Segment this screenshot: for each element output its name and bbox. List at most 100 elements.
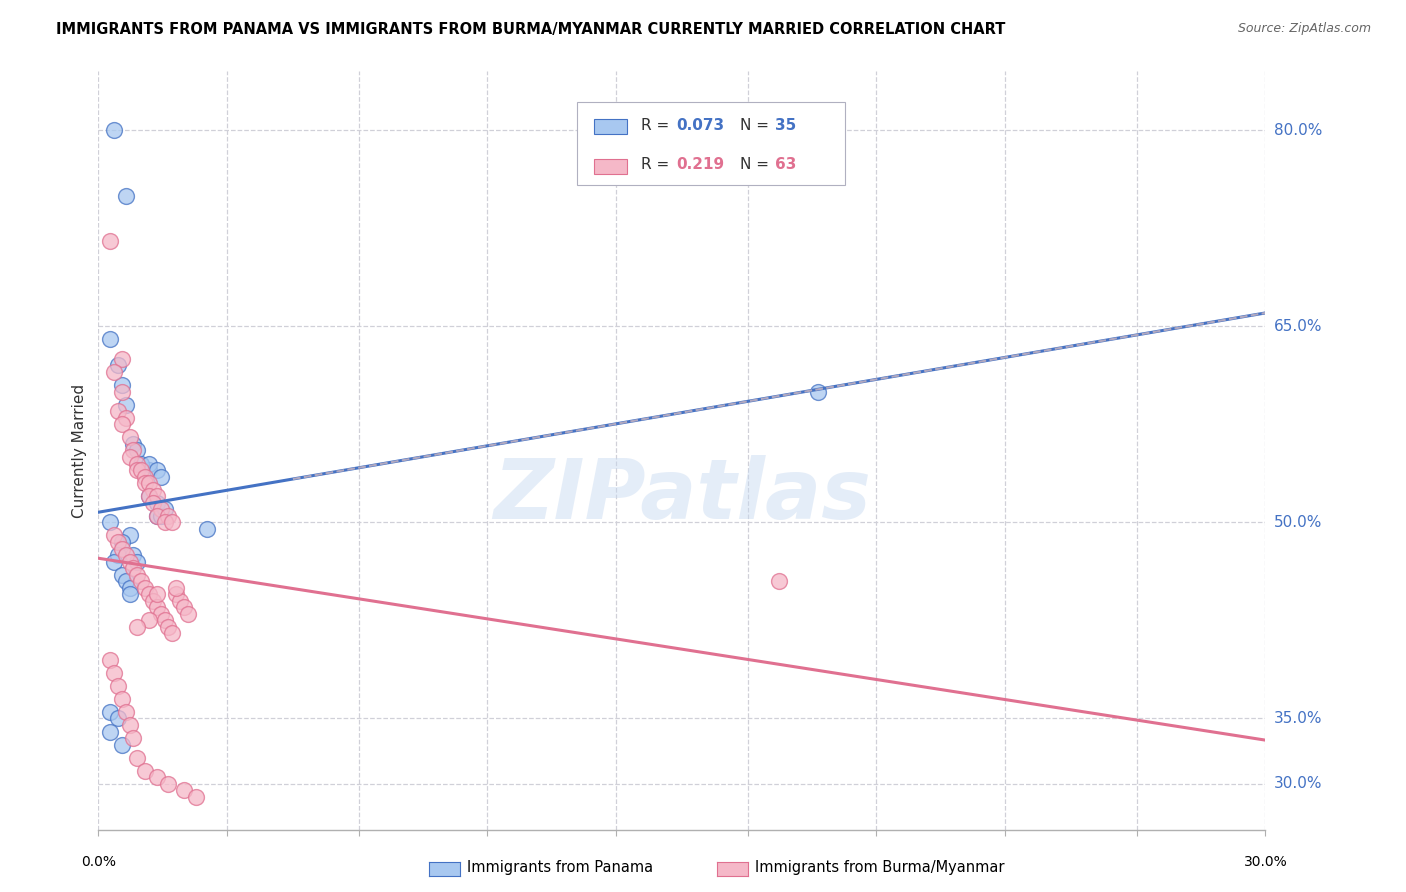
Point xyxy=(129,457,152,471)
Point xyxy=(118,587,141,601)
Point xyxy=(98,705,121,719)
Point xyxy=(195,522,218,536)
Point xyxy=(114,410,136,425)
Point xyxy=(127,443,149,458)
Point xyxy=(134,469,156,483)
Point xyxy=(165,587,187,601)
Point xyxy=(98,652,121,666)
FancyBboxPatch shape xyxy=(595,159,627,174)
Text: 80.0%: 80.0% xyxy=(1274,123,1322,137)
Point xyxy=(118,430,141,444)
Point xyxy=(138,476,160,491)
Point xyxy=(103,665,125,680)
Point xyxy=(122,561,145,575)
Text: 63: 63 xyxy=(775,157,797,172)
Point xyxy=(146,600,169,615)
Point xyxy=(157,620,180,634)
Point xyxy=(149,607,172,621)
Point xyxy=(127,620,149,634)
Point xyxy=(127,463,149,477)
Text: N =: N = xyxy=(741,157,769,172)
Point xyxy=(173,600,195,615)
Point xyxy=(177,607,200,621)
Point xyxy=(146,508,169,523)
Point xyxy=(768,574,790,589)
Point xyxy=(162,516,184,530)
Point xyxy=(157,777,180,791)
Point xyxy=(107,359,129,373)
Point xyxy=(146,587,169,601)
Text: R =: R = xyxy=(641,157,669,172)
Point xyxy=(129,463,152,477)
Text: 30.0%: 30.0% xyxy=(1274,776,1322,791)
Point xyxy=(127,750,149,764)
Point xyxy=(138,463,160,477)
Point xyxy=(118,528,141,542)
Point xyxy=(114,548,136,562)
Point xyxy=(114,574,136,589)
Point xyxy=(138,489,160,503)
Text: 50.0%: 50.0% xyxy=(1274,515,1322,530)
Point xyxy=(134,764,156,778)
Point xyxy=(114,705,136,719)
Text: 65.0%: 65.0% xyxy=(1274,318,1322,334)
Point xyxy=(107,535,129,549)
Point xyxy=(142,483,165,497)
Point xyxy=(118,555,141,569)
Point xyxy=(111,417,134,432)
Point xyxy=(169,594,191,608)
Point xyxy=(107,711,129,725)
Point xyxy=(127,567,149,582)
Point xyxy=(118,450,141,464)
Point xyxy=(103,365,125,379)
Point xyxy=(146,770,169,784)
Point xyxy=(146,496,169,510)
Point xyxy=(107,404,129,418)
FancyBboxPatch shape xyxy=(595,120,627,135)
Point xyxy=(142,594,165,608)
Point xyxy=(184,789,207,804)
Text: IMMIGRANTS FROM PANAMA VS IMMIGRANTS FROM BURMA/MYANMAR CURRENTLY MARRIED CORREL: IMMIGRANTS FROM PANAMA VS IMMIGRANTS FRO… xyxy=(56,22,1005,37)
Text: N =: N = xyxy=(741,118,769,133)
Point xyxy=(134,476,156,491)
Point xyxy=(122,731,145,745)
Text: Immigrants from Panama: Immigrants from Panama xyxy=(467,860,652,874)
Text: 0.073: 0.073 xyxy=(676,118,724,133)
Point xyxy=(153,516,176,530)
Point xyxy=(138,489,160,503)
Text: Immigrants from Burma/Myanmar: Immigrants from Burma/Myanmar xyxy=(755,860,1004,874)
Point xyxy=(134,581,156,595)
Point xyxy=(149,469,172,483)
Point xyxy=(107,679,129,693)
Point xyxy=(111,351,134,366)
Point xyxy=(114,188,136,202)
Point xyxy=(127,457,149,471)
Point xyxy=(111,541,134,556)
Point xyxy=(138,587,160,601)
Point xyxy=(807,384,830,399)
Text: ZIPatlas: ZIPatlas xyxy=(494,456,870,536)
Point xyxy=(103,528,125,542)
Point xyxy=(149,508,172,523)
Text: 30.0%: 30.0% xyxy=(1243,855,1288,869)
Point xyxy=(122,437,145,451)
Point xyxy=(173,783,195,797)
Text: 35.0%: 35.0% xyxy=(1274,711,1322,726)
Point xyxy=(122,548,145,562)
Point xyxy=(111,378,134,392)
Text: 0.219: 0.219 xyxy=(676,157,724,172)
Point xyxy=(138,457,160,471)
Point xyxy=(153,502,176,516)
Point xyxy=(146,463,169,477)
Point xyxy=(98,724,121,739)
Point xyxy=(98,332,121,346)
Point xyxy=(142,496,165,510)
Point xyxy=(138,614,160,628)
Point xyxy=(146,508,169,523)
Point xyxy=(103,123,125,137)
Point xyxy=(149,502,172,516)
Point xyxy=(98,516,121,530)
FancyBboxPatch shape xyxy=(576,102,845,186)
Y-axis label: Currently Married: Currently Married xyxy=(72,384,87,517)
Point xyxy=(111,535,134,549)
